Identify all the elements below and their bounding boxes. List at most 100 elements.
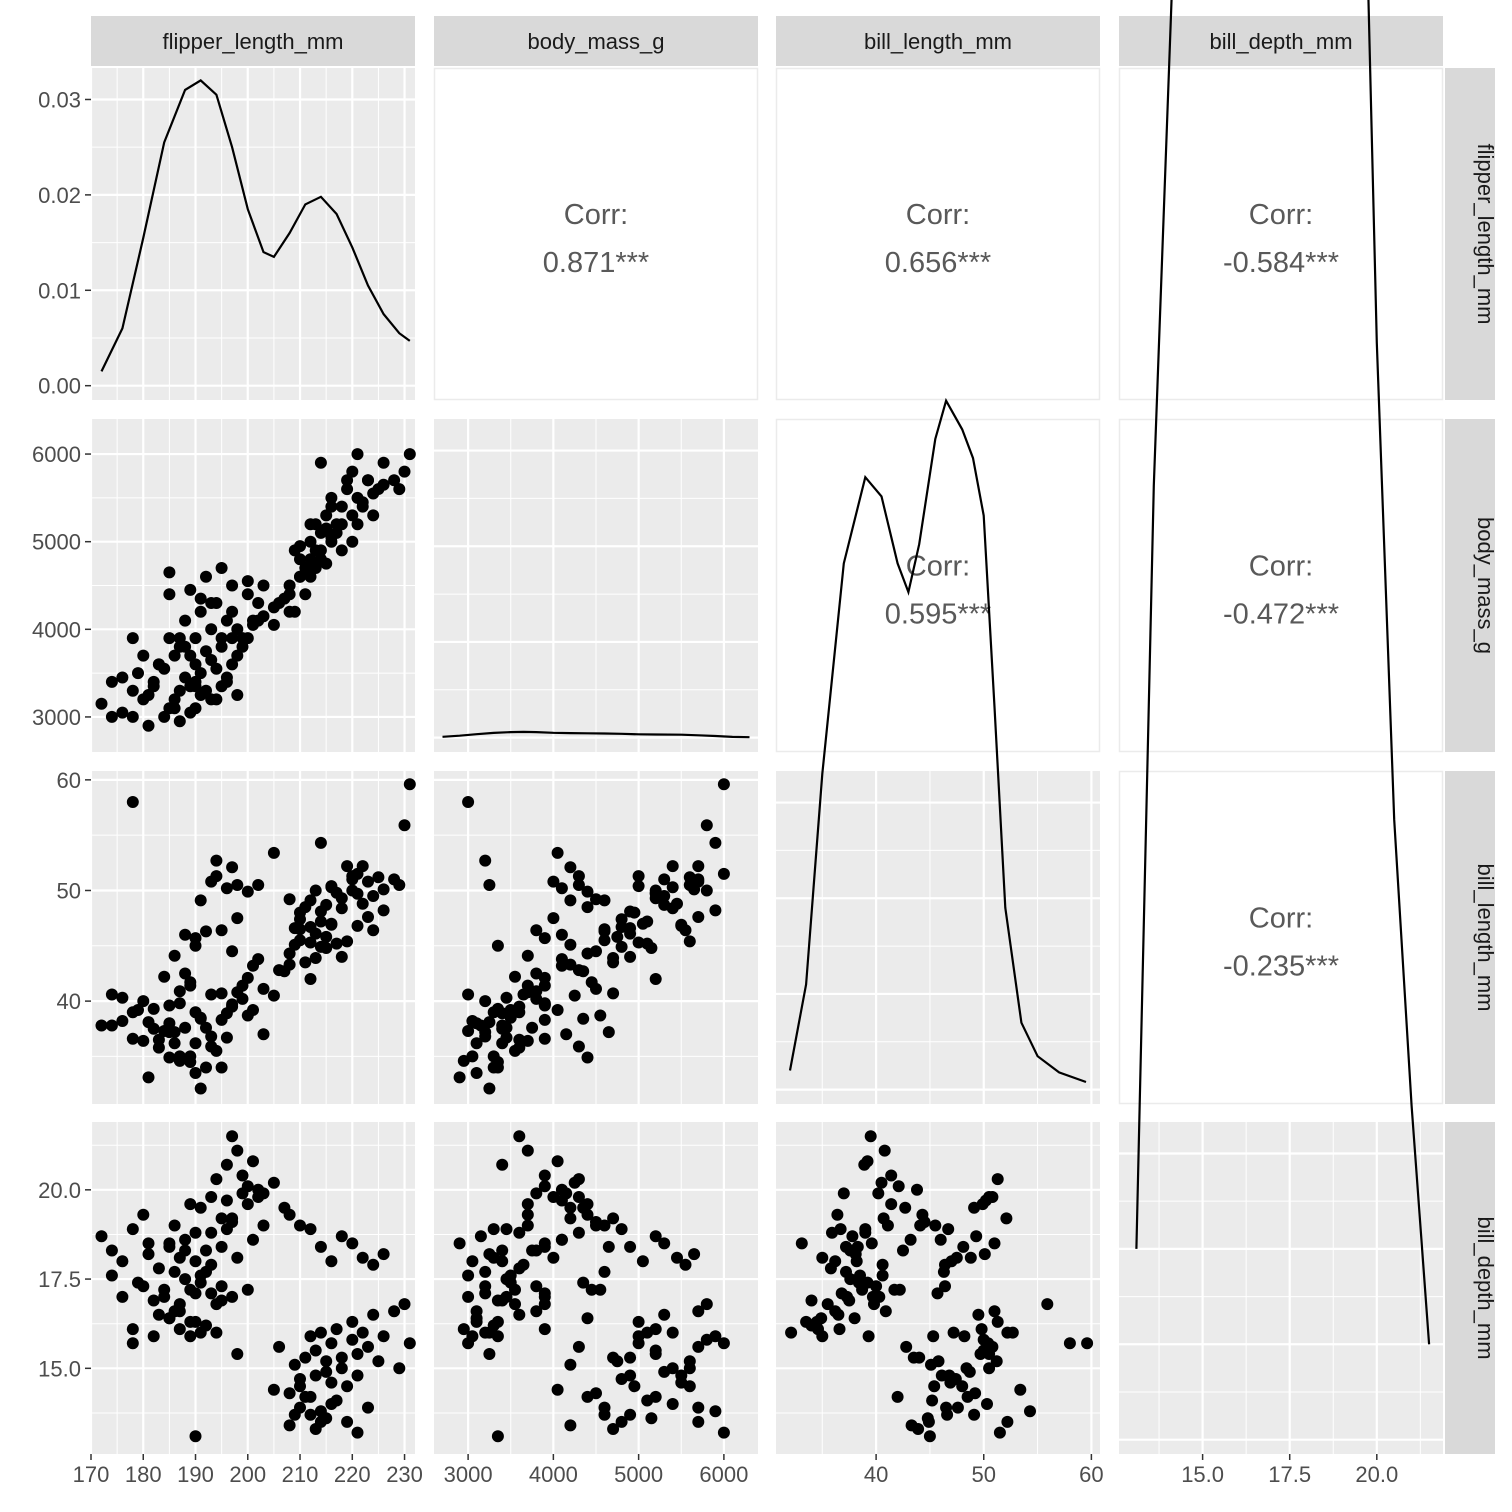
scatter-point	[215, 924, 228, 937]
scatter-point	[560, 1028, 573, 1041]
scatter-point	[918, 1216, 931, 1228]
scatter-point	[168, 1037, 181, 1050]
scatter-point	[717, 778, 730, 791]
scatter-point	[877, 1212, 890, 1225]
scatter-point	[325, 1376, 338, 1389]
scatter-point	[205, 654, 218, 666]
scatter-point	[179, 1021, 192, 1034]
scatter-point	[126, 1323, 139, 1336]
scatter-point	[470, 1315, 483, 1328]
scatter-point	[309, 1423, 322, 1435]
scatter-point	[309, 1344, 322, 1357]
scatter-point	[294, 1219, 306, 1232]
scatter-point	[805, 1294, 818, 1307]
scatter-point	[483, 1348, 496, 1360]
scatter-point	[572, 1340, 585, 1353]
scatter-point	[294, 553, 306, 566]
scatter-point	[602, 1240, 615, 1253]
corr-label: Corr:	[1249, 199, 1313, 231]
scatter-point	[683, 1380, 696, 1393]
scatter-point	[551, 1155, 564, 1168]
scatter-point	[163, 1240, 176, 1253]
scatter-point	[184, 649, 197, 662]
scatter-point	[215, 640, 228, 653]
scatter-point	[194, 689, 207, 701]
scatter-point	[931, 1287, 944, 1300]
row-strip-body_mass_g	[1445, 419, 1495, 752]
scatter-point	[210, 662, 223, 675]
scatter-point	[859, 1226, 872, 1239]
scatter-point	[538, 1298, 551, 1311]
scatter-point	[147, 680, 160, 693]
scatter-point	[241, 575, 254, 588]
scatter-point	[194, 1276, 207, 1289]
scatter-point	[304, 921, 317, 933]
panel-bill_length_mm-bill_length_mm	[776, 397, 1100, 1104]
scatter-point	[325, 881, 338, 894]
scatter-point	[152, 658, 165, 671]
scatter-point	[1006, 1326, 1019, 1339]
scatter-point	[624, 950, 637, 963]
scatter-point	[200, 925, 212, 938]
scatter-point	[325, 1255, 338, 1268]
scatter-point	[470, 1305, 483, 1318]
scatter-point	[267, 989, 280, 1002]
scatter-point	[267, 846, 280, 859]
x-tick-label: 40	[864, 1462, 888, 1487]
scatter-point	[351, 867, 364, 880]
scatter-point	[837, 1187, 850, 1200]
scatter-point	[184, 1283, 197, 1296]
scatter-point	[132, 1004, 144, 1016]
scatter-point	[875, 1176, 888, 1189]
column-strip-label: bill_length_mm	[864, 29, 1012, 54]
scatter-point	[1063, 1337, 1076, 1350]
scatter-point	[304, 894, 317, 907]
scatter-point	[521, 1208, 534, 1221]
corr-value: -0.235***	[1223, 951, 1339, 983]
scatter-point	[283, 1419, 296, 1432]
scatter-point	[116, 1015, 129, 1027]
scatter-point	[572, 879, 585, 891]
scatter-point	[294, 570, 306, 583]
scatter-point	[538, 997, 551, 1010]
scatter-point	[879, 1305, 892, 1318]
scatter-point	[173, 1054, 186, 1067]
scatter-point	[105, 675, 118, 688]
scatter-point	[864, 1130, 877, 1143]
scatter-point	[116, 706, 129, 719]
scatter-point	[968, 1408, 981, 1421]
scatter-point	[304, 973, 317, 985]
scatter-point	[241, 588, 254, 601]
scatter-point	[692, 873, 705, 886]
scatter-point	[267, 601, 280, 614]
scatter-point	[398, 1298, 411, 1311]
column-strip-label: bill_depth_mm	[1209, 29, 1352, 54]
scatter-point	[304, 1390, 317, 1403]
scatter-point	[367, 924, 380, 937]
scatter-point	[658, 1308, 671, 1321]
scatter-point	[628, 1380, 641, 1393]
scatter-point	[624, 1369, 637, 1382]
scatter-point	[632, 1315, 645, 1328]
scatter-point	[173, 1298, 186, 1311]
column-strip-label: body_mass_g	[528, 29, 665, 54]
scatter-point	[645, 942, 658, 954]
scatter-point	[956, 1380, 969, 1393]
scatter-point	[547, 875, 560, 888]
scatter-point	[356, 1251, 369, 1264]
scatter-point	[483, 1082, 496, 1095]
scatter-point	[179, 640, 192, 653]
scatter-point	[314, 544, 327, 557]
scatter-point	[983, 1191, 996, 1203]
scatter-point	[346, 535, 359, 548]
scatter-point	[377, 456, 390, 469]
scatter-point	[851, 1240, 864, 1253]
scatter-point	[95, 1230, 108, 1243]
scatter-point	[831, 1208, 844, 1221]
scatter-point	[247, 1155, 259, 1168]
scatter-point	[649, 892, 662, 905]
scatter-point	[1014, 1383, 1027, 1396]
scatter-point	[671, 897, 683, 910]
scatter-point	[526, 1021, 539, 1034]
scatter-point	[163, 632, 176, 645]
